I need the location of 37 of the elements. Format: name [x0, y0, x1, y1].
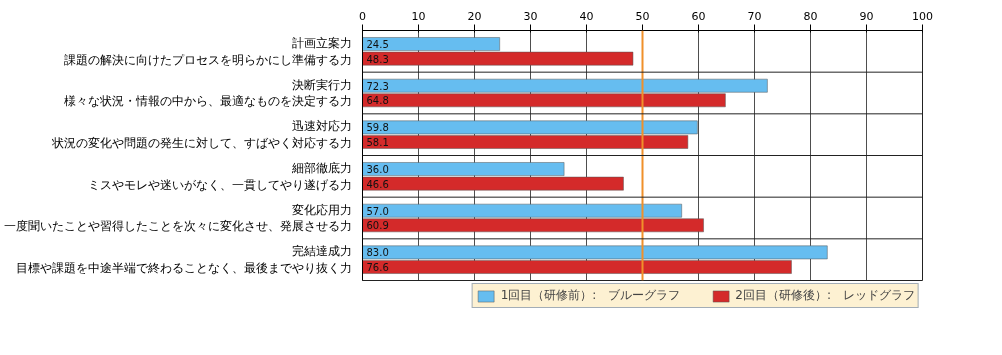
text: 状況の変化や問題の発生に対して、すばやく対応する力 — [50, 136, 352, 150]
data-label: 60.9 — [366, 220, 389, 232]
data-label: 64.8 — [366, 95, 389, 107]
x-tick-label: 40 — [579, 9, 594, 23]
text: 目標や課題を中途半端で終わることなく、最後までやり抜く力 — [15, 261, 352, 275]
data-label: 72.3 — [366, 80, 389, 92]
y-tick-label: 決断実行力 — [291, 77, 352, 92]
data-label: 46.6 — [366, 178, 389, 190]
x-tick-label: 60 — [691, 9, 706, 23]
data-label: 59.8 — [366, 122, 389, 134]
data-label: 36.0 — [366, 164, 389, 176]
data-label: 76.6 — [366, 261, 389, 273]
y-tick-label: 完結達成力 — [291, 244, 352, 259]
data-label: 24.5 — [366, 39, 389, 51]
y-tick-label: 変化応用力 — [291, 202, 352, 217]
data-label: 58.1 — [366, 136, 389, 148]
x-tick-label: 90 — [859, 9, 874, 23]
data-label: 83.0 — [366, 247, 389, 259]
x-tick-label: 100 — [912, 9, 933, 23]
x-tick-label: 20 — [467, 9, 482, 23]
text: 一度聞いたことや習得したことを次々に変化させ、発展させる力 — [3, 219, 352, 234]
text: 様々な状況・情報の中から、最適なものを決定する力 — [63, 94, 352, 109]
y-tick-label: 細部徹底力 — [290, 161, 352, 175]
x-tick-label: 10 — [411, 9, 426, 23]
x-tick-label: 30 — [523, 9, 538, 23]
data-label: 48.3 — [366, 53, 389, 65]
text: ミスやモレや迷いがなく、一貫してやり遂げる力 — [87, 177, 352, 192]
x-tick-label: 80 — [803, 9, 818, 23]
text: 課題の解決に向けたプロセスを明らかにし準備する力 — [63, 52, 352, 67]
x-tick-label: 50 — [635, 9, 650, 23]
legend-label: 1回目（研修前）: ブルーグラフ — [500, 287, 681, 304]
x-tick-label: 0 — [359, 9, 366, 23]
y-tick-label: 迅速対応力 — [291, 119, 352, 134]
data-label: 57.0 — [366, 205, 389, 217]
legend-label: 2回目（研修後）: レッドグラフ — [735, 287, 915, 304]
x-tick-label: 70 — [747, 9, 762, 23]
y-tick-label: 計画立案力 — [291, 36, 352, 50]
